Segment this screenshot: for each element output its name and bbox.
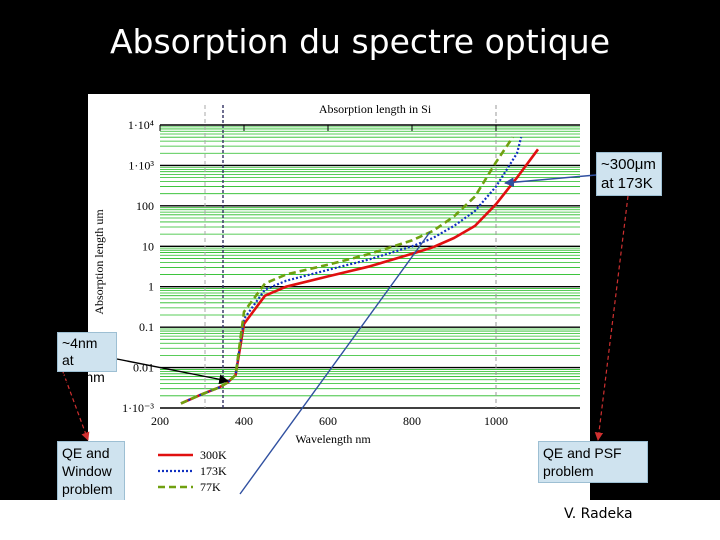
x-tick-label: 800	[403, 414, 421, 428]
legend-label: 173K	[200, 464, 227, 478]
y-tick-labels: 1·10⁻³ 0.01 0.1 1 10 100 1·10³ 1·10⁴	[122, 118, 154, 415]
y-tick-label: 1·10³	[128, 158, 154, 172]
arrow-300um	[504, 174, 597, 188]
callout-4nm-at-350nm: ~4nm at 350nm	[57, 332, 117, 385]
y-tick-label: 10	[142, 239, 154, 253]
x-tick-label: 400	[235, 414, 253, 428]
series-line-300k	[180, 148, 540, 405]
callout-qe-psf-problem: QE and PSF problem	[538, 441, 648, 483]
series-group	[180, 136, 540, 405]
series-line-173k	[180, 136, 523, 405]
reference-vlines	[204, 105, 497, 408]
y-tick-label: 0.1	[139, 320, 154, 334]
y-tick-label: 0.01	[133, 361, 154, 375]
y-axis-label: Absorption length um	[92, 209, 106, 315]
series-line-77k	[180, 136, 514, 405]
arrow-qe-psf	[594, 195, 629, 441]
top-ticks	[159, 125, 497, 131]
chart-title: Absorption length in Si	[319, 102, 432, 116]
x-axis-label: Wavelength nm	[295, 432, 371, 446]
y-tick-label: 1·10⁴	[128, 118, 154, 132]
legend-label: 300K	[200, 448, 227, 462]
arrow-qe-window	[62, 371, 90, 441]
y-tick-label: 100	[136, 199, 154, 213]
y-tick-label: 1	[148, 280, 154, 294]
callout-qe-window-problem: QE and Window problem	[57, 441, 125, 501]
credit-text: V. Radeka	[564, 506, 633, 522]
x-tick-labels: 200 400 600 800 1000	[151, 414, 508, 428]
x-tick-label: 200	[151, 414, 169, 428]
footer-band	[0, 500, 720, 540]
y-tick-label: 1·10⁻³	[122, 401, 154, 415]
x-tick-label: 1000	[484, 414, 508, 428]
arrow-4nm	[116, 358, 229, 385]
grid-minor	[160, 126, 580, 397]
legend: 300K 173K 77K	[158, 448, 227, 494]
legend-label: 77K	[200, 480, 221, 494]
callout-arrows	[62, 174, 629, 495]
callout-300um-at-173K: ~300μm at 173K	[596, 152, 662, 196]
slide-title: Absorption du spectre optique	[109, 22, 611, 61]
x-tick-label: 600	[319, 414, 337, 428]
diagonal-line	[239, 231, 431, 495]
